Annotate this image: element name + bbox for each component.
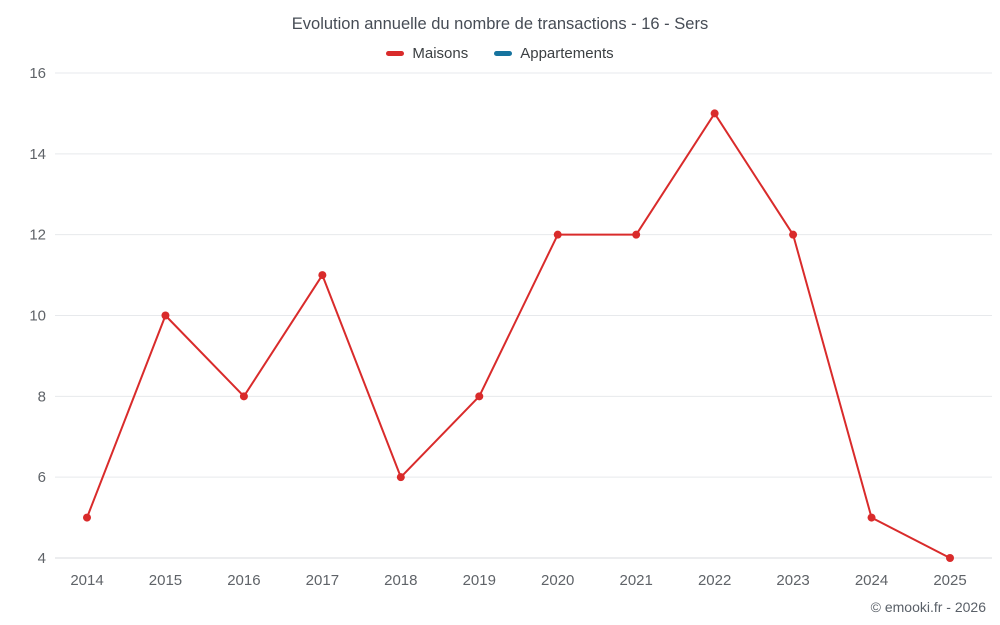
y-axis-tick-label: 8 xyxy=(38,388,46,405)
data-point-maisons-2022[interactable] xyxy=(710,109,719,118)
x-axis-tick-label: 2014 xyxy=(70,572,103,589)
legend-marker-appartements xyxy=(494,51,513,56)
series-line-maisons xyxy=(86,112,951,559)
data-point-maisons-2025[interactable] xyxy=(946,554,954,562)
x-axis-tick-label: 2018 xyxy=(384,572,417,589)
x-axis-tick-label: 2020 xyxy=(541,572,574,589)
y-axis-tick-label: 4 xyxy=(38,550,46,567)
y-axis-tick-label: 16 xyxy=(29,65,46,82)
legend-label-maisons: Maisons xyxy=(412,45,469,62)
x-axis-tick-label: 2021 xyxy=(619,572,652,589)
x-axis-tick-label: 2023 xyxy=(776,572,809,589)
data-point-maisons-2024[interactable] xyxy=(867,513,876,522)
x-axis-tick-label: 2017 xyxy=(306,572,339,589)
data-point-maisons-2017[interactable] xyxy=(318,271,327,280)
data-point-maisons-2014[interactable] xyxy=(83,513,91,522)
legend-item-appartements[interactable]: Appartements xyxy=(494,45,614,62)
x-axis-tick-label: 2016 xyxy=(227,572,260,589)
x-axis-tick-label: 2024 xyxy=(855,572,888,589)
x-axis-tick-label: 2025 xyxy=(933,572,966,589)
data-point-maisons-2021[interactable] xyxy=(632,230,641,239)
legend-label-appartements: Appartements xyxy=(520,45,614,62)
chart-title: Evolution annuelle du nombre de transact… xyxy=(291,15,709,33)
legend-marker-maisons xyxy=(386,51,405,56)
data-point-maisons-2015[interactable] xyxy=(161,311,170,320)
y-axis-tick-label: 10 xyxy=(29,308,46,325)
y-axis-tick-label: 12 xyxy=(29,227,46,244)
x-axis-tick-label: 2019 xyxy=(463,572,496,589)
data-point-maisons-2023[interactable] xyxy=(789,230,798,239)
data-point-maisons-2020[interactable] xyxy=(553,230,562,239)
chart-legend: Maisons Appartements xyxy=(0,45,1000,62)
x-axis-tick-label: 2022 xyxy=(698,572,731,589)
data-point-maisons-2016[interactable] xyxy=(239,392,248,401)
data-point-maisons-2019[interactable] xyxy=(475,392,484,401)
legend-item-maisons[interactable]: Maisons xyxy=(386,45,468,62)
copyright-notice: © emooki.fr - 2026 xyxy=(870,599,986,615)
y-axis-tick-label: 14 xyxy=(29,146,46,163)
y-axis-tick-label: 6 xyxy=(38,469,46,486)
data-point-maisons-2018[interactable] xyxy=(396,473,405,482)
x-axis-tick-label: 2015 xyxy=(149,572,182,589)
